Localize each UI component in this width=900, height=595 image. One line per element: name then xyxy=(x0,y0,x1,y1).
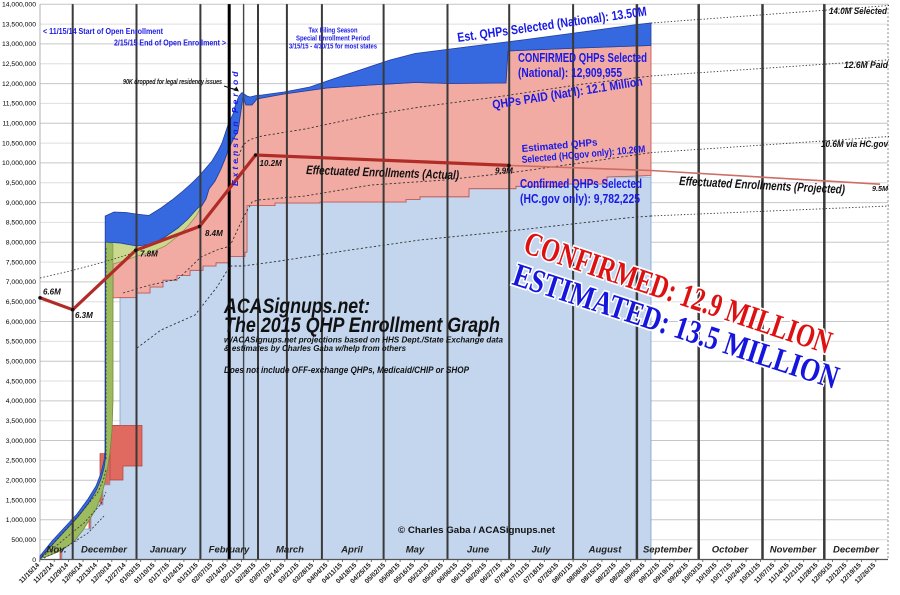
svg-text:12,000,000: 12,000,000 xyxy=(2,81,36,88)
svg-text:The 2015 QHP Enrollment Graph: The 2015 QHP Enrollment Graph xyxy=(224,314,500,337)
svg-text:10,000,000: 10,000,000 xyxy=(2,160,36,167)
svg-text:2,500,000: 2,500,000 xyxy=(6,458,36,465)
svg-text:September: September xyxy=(643,545,693,556)
svg-text:October: October xyxy=(712,545,750,556)
svg-text:CONFIRMED QHPs Selected: CONFIRMED QHPs Selected xyxy=(518,51,647,65)
svg-text:< 11/15/14 Start of Open Enrol: < 11/15/14 Start of Open Enrollment xyxy=(43,27,163,36)
svg-text:(National): 12,909,955: (National): 12,909,955 xyxy=(518,66,622,80)
svg-text:w/ACASignups.net projections b: w/ACASignups.net projections based on HH… xyxy=(224,335,503,345)
svg-text:9.9M: 9.9M xyxy=(495,167,513,176)
svg-text:3,500,000: 3,500,000 xyxy=(6,418,36,425)
svg-text:11,500,000: 11,500,000 xyxy=(2,101,36,108)
svg-text:December: December xyxy=(81,545,128,556)
svg-text:2/15/15 End of Open Enrollment: 2/15/15 End of Open Enrollment > xyxy=(114,39,226,48)
svg-text:(HC.gov only): 9,782,225: (HC.gov only): 9,782,225 xyxy=(520,192,640,206)
svg-text:0: 0 xyxy=(32,557,36,564)
svg-text:1,500,000: 1,500,000 xyxy=(6,497,36,504)
svg-text:© Charles Gaba / ACASignups.ne: © Charles Gaba / ACASignups.net xyxy=(398,525,556,536)
svg-text:8,000,000: 8,000,000 xyxy=(6,240,36,247)
svg-text:March: March xyxy=(276,545,304,556)
svg-text:4,000,000: 4,000,000 xyxy=(6,398,36,405)
svg-text:8,500,000: 8,500,000 xyxy=(6,220,36,227)
svg-text:7,500,000: 7,500,000 xyxy=(6,259,36,266)
svg-text:14.0M Selected: 14.0M Selected xyxy=(829,6,887,16)
svg-text:10.2M: 10.2M xyxy=(260,159,283,168)
svg-text:February: February xyxy=(209,545,250,556)
svg-text:November: November xyxy=(770,545,818,556)
svg-text:9.5M: 9.5M xyxy=(872,184,889,193)
svg-text:& estimates by Charles Gaba w/: & estimates by Charles Gaba w/help from … xyxy=(224,343,406,353)
svg-text:12,500,000: 12,500,000 xyxy=(2,61,36,68)
svg-text:August: August xyxy=(588,545,623,556)
svg-text:July: July xyxy=(531,545,551,556)
svg-text:14,000,000: 14,000,000 xyxy=(2,2,36,9)
svg-text:Nov.: Nov. xyxy=(46,545,66,556)
svg-text:8.4M: 8.4M xyxy=(205,229,223,238)
svg-text:Special Enrollment Period: Special Enrollment Period xyxy=(296,36,370,43)
svg-text:500,000: 500,000 xyxy=(11,537,36,544)
svg-text:3/15/15 - 4/30/15 for most sta: 3/15/15 - 4/30/15 for most states xyxy=(289,44,377,51)
svg-text:5,000,000: 5,000,000 xyxy=(6,359,36,366)
svg-text:7,000,000: 7,000,000 xyxy=(6,279,36,286)
svg-text:Confirmed QHPs Selected: Confirmed QHPs Selected xyxy=(520,177,642,191)
svg-text:6,000,000: 6,000,000 xyxy=(6,319,36,326)
svg-text:10.6M via HC.gov: 10.6M via HC.gov xyxy=(821,139,889,149)
svg-text:13,500,000: 13,500,000 xyxy=(2,21,36,28)
svg-text:Effectuated Enrollments (Actua: Effectuated Enrollments (Actual) xyxy=(306,163,459,182)
svg-text:6,500,000: 6,500,000 xyxy=(6,299,36,306)
svg-text:2,000,000: 2,000,000 xyxy=(6,478,36,485)
svg-text:9,000,000: 9,000,000 xyxy=(6,200,36,207)
svg-text:12.6M Paid: 12.6M Paid xyxy=(844,60,888,70)
svg-text:3,000,000: 3,000,000 xyxy=(6,438,36,445)
svg-text:7.8M: 7.8M xyxy=(140,250,158,259)
svg-text:May: May xyxy=(406,545,425,556)
svg-text:5,500,000: 5,500,000 xyxy=(6,339,36,346)
svg-text:13,000,000: 13,000,000 xyxy=(2,41,36,48)
svg-text:ACASignups.net:: ACASignups.net: xyxy=(223,295,370,318)
svg-text:June: June xyxy=(467,545,490,556)
svg-text:9,500,000: 9,500,000 xyxy=(6,180,36,187)
svg-text:January: January xyxy=(150,545,187,556)
svg-text:April: April xyxy=(340,545,363,556)
svg-text:December: December xyxy=(833,545,880,556)
svg-text:10,500,000: 10,500,000 xyxy=(2,140,36,147)
svg-text:6.6M: 6.6M xyxy=(43,288,61,297)
svg-text:90K dropped for legal residenc: 90K dropped for legal residency issues xyxy=(123,77,222,86)
svg-text:4,500,000: 4,500,000 xyxy=(6,378,36,385)
svg-text:1,000,000: 1,000,000 xyxy=(6,517,36,524)
svg-text:Tax Filing Season: Tax Filing Season xyxy=(309,28,358,35)
svg-text:Does not include OFF-exchange: Does not include OFF-exchange QHPs, Medi… xyxy=(224,365,470,375)
svg-text:11,000,000: 11,000,000 xyxy=(2,121,36,128)
svg-text:6.3M: 6.3M xyxy=(75,311,93,320)
svg-text:Extension Period: Extension Period xyxy=(230,69,240,186)
